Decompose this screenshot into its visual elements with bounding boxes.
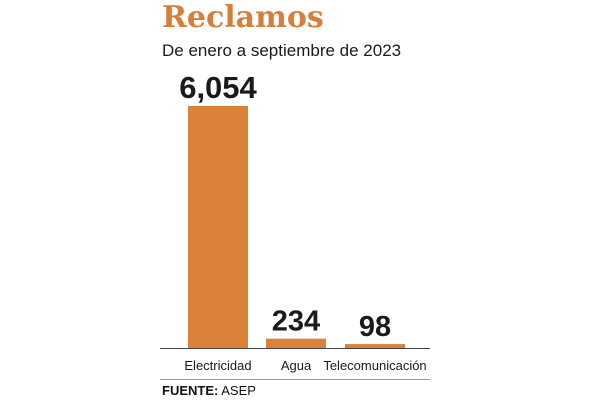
category-label: Electricidad bbox=[184, 358, 251, 373]
bar-agua bbox=[266, 338, 326, 348]
chart-title: Reclamos bbox=[162, 0, 324, 35]
bar-electricidad bbox=[188, 106, 248, 348]
source-value: ASEP bbox=[221, 383, 256, 398]
data-label: 6,054 bbox=[179, 70, 257, 105]
source-note: FUENTE: ASEP bbox=[162, 383, 256, 399]
data-label: 98 bbox=[359, 311, 391, 343]
category-label: Agua bbox=[281, 358, 312, 373]
source-label: FUENTE: bbox=[162, 383, 219, 398]
bar-telecomunicación bbox=[345, 344, 405, 348]
chart-subtitle: De enero a septiembre de 2023 bbox=[162, 41, 402, 60]
data-label: 234 bbox=[272, 306, 320, 338]
category-label: Telecomunicación bbox=[323, 358, 426, 373]
